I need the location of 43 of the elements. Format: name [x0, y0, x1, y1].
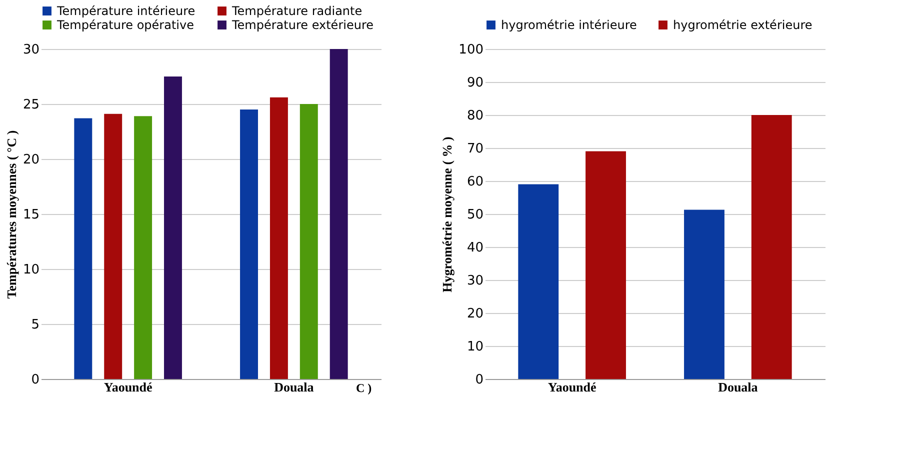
- text: C ): [356, 381, 372, 395]
- x-tick-label: Douala: [274, 380, 314, 394]
- bar: [330, 49, 348, 379]
- y-tick-label: 40: [466, 240, 484, 256]
- y-tick-label: 50: [466, 208, 484, 222]
- bar: [240, 110, 258, 379]
- bar: [586, 151, 626, 379]
- legend-label: Température opérative: [56, 18, 194, 32]
- y-tick-label: 0: [31, 372, 40, 388]
- bar: [74, 118, 92, 379]
- bar: [104, 114, 122, 379]
- legend-label: hygrométrie extérieure: [673, 18, 812, 32]
- bar: [684, 210, 724, 379]
- y-axis-title: Hygrométrie moyenne ( % ): [440, 136, 455, 292]
- y-tick-label: 70: [466, 142, 484, 156]
- y-tick-label: 90: [466, 76, 484, 90]
- legend-label: Température radiante: [231, 4, 362, 18]
- y-tick-label: 30: [466, 274, 484, 288]
- legend-label: Température extérieure: [231, 18, 374, 32]
- x-tick-label: Douala: [718, 380, 758, 394]
- bar: [518, 184, 559, 379]
- x-tick-label: Yaoundé: [548, 380, 596, 394]
- y-tick-label: 20: [22, 152, 40, 168]
- y-tick-label: 20: [466, 306, 484, 322]
- y-axis-title: Températures moyennes ( °C ): [4, 130, 19, 299]
- y-tick-label: 5: [31, 318, 40, 332]
- y-tick-label: 100: [458, 42, 484, 58]
- bar: [300, 104, 318, 379]
- y-tick-label: 80: [466, 108, 484, 124]
- y-tick-label: 30: [22, 42, 40, 58]
- y-tick-label: 10: [22, 262, 40, 278]
- bar: [751, 115, 792, 379]
- bar: [270, 97, 288, 379]
- x-tick-label: Yaoundé: [104, 380, 152, 394]
- bar: [164, 76, 182, 379]
- y-tick-label: 0: [475, 372, 484, 388]
- bar: [134, 116, 152, 379]
- y-tick-label: 10: [466, 340, 484, 354]
- y-tick-label: 60: [466, 174, 484, 190]
- legend-label: hygrométrie intérieure: [501, 18, 637, 32]
- y-tick-label: 25: [22, 98, 40, 112]
- legend-label: Température intérieure: [56, 4, 196, 18]
- y-tick-label: 15: [22, 208, 40, 222]
